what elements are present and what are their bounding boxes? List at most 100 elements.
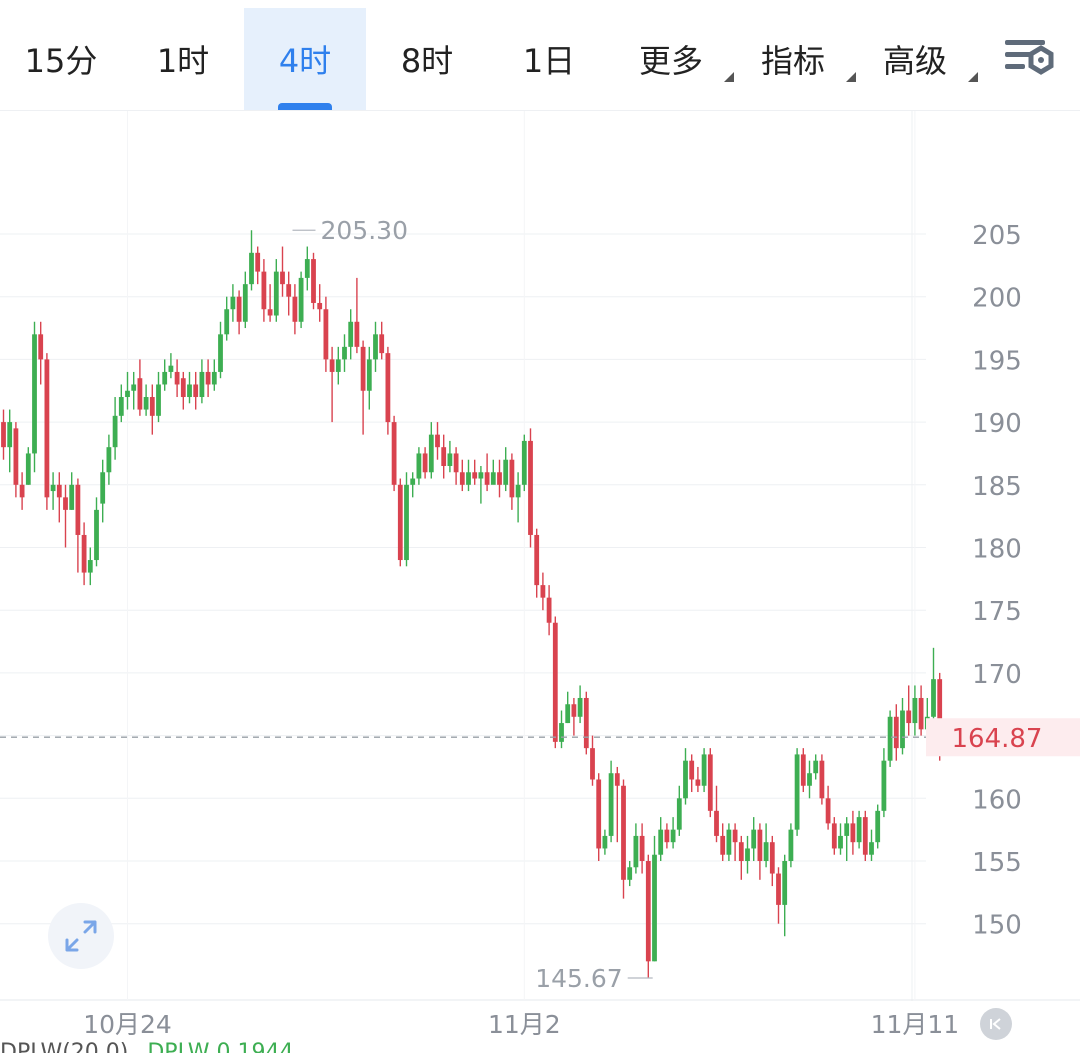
candle-body [565,704,571,724]
candle-body [38,334,44,360]
y-tick-label: 170 [972,660,1022,690]
candle-body [912,697,918,724]
chart-annotations: 164.87 205.30 145.67 [0,216,1080,993]
candle-body [608,773,614,836]
candle-body [329,359,335,372]
candle-body [472,472,478,479]
expand-chart-button[interactable] [48,903,114,969]
dropdown-triangle-icon [724,72,734,82]
candle-body [590,748,595,780]
tab-1[interactable]: 1时 [122,8,244,110]
y-tick-label: 150 [972,911,1022,941]
candle-body [44,359,50,498]
candle-body [317,302,323,310]
candle-body [652,854,657,962]
candle [366,346,372,410]
tab-6[interactable]: 指标 [732,8,856,110]
candle [503,447,509,492]
candle [286,271,292,316]
candle [893,704,899,761]
candle-body [416,453,422,479]
candle [918,685,924,736]
candle [881,748,887,818]
tab-5[interactable]: 更多 [610,8,734,110]
candle [249,230,254,291]
candle-body [763,842,769,861]
candle-body [273,271,279,316]
candle-body [379,334,385,354]
tab-label: 更多 [638,42,703,80]
candle-body [348,321,354,347]
candle-body [385,353,391,423]
candle [714,785,719,843]
tab-label: 1时 [156,42,210,80]
candle-body [211,371,217,385]
candle [137,359,143,416]
candle [81,522,87,586]
jump-to-start-button[interactable] [980,1008,1012,1040]
candle-body [776,873,781,905]
tab-0[interactable]: 15分 [0,8,122,110]
expand-arrows-icon [65,920,97,952]
candle-body [75,484,81,535]
candle-body [391,422,397,485]
candle-body [614,773,620,786]
candle [900,697,905,755]
candle [329,346,335,423]
candle-body [298,277,304,322]
candle-body [658,829,664,855]
candle-body [788,829,794,861]
candle [583,691,589,755]
candle-body [819,760,825,799]
candle [162,359,168,391]
candle-body [137,378,143,410]
tab-7[interactable]: 高级 [854,8,978,110]
candle-body [850,823,856,843]
candle [509,453,515,510]
candle [906,685,912,736]
candle [577,685,583,724]
candle-body [726,829,732,855]
y-tick-label: 190 [972,409,1022,439]
candle [149,384,155,435]
candle-body [143,397,149,410]
tab-4[interactable]: 1日 [488,8,610,110]
candle [218,321,223,379]
candle-body [373,334,378,360]
tab-2[interactable]: 4时 [244,8,366,110]
candle-body [887,716,893,761]
candle [658,817,664,861]
candle-body [831,823,837,849]
candle-body [404,484,409,561]
candle [838,823,843,855]
candle-body [69,484,75,510]
candle-body [280,271,285,285]
candle [63,484,68,548]
candle [490,459,496,485]
candle-body [559,723,564,742]
candle-body [583,697,589,749]
candle-body [478,472,484,479]
candle [342,334,347,372]
candle-body [106,447,112,473]
candle [757,823,763,880]
candle-body [174,371,180,385]
candle-body [187,384,192,398]
tab-3[interactable]: 8时 [366,8,488,110]
candle-body [323,309,329,360]
candle [844,817,850,861]
candle [670,817,676,849]
candle [769,835,775,887]
chart-settings-button[interactable] [1002,36,1056,82]
candle-body [466,472,471,485]
candle [652,835,657,962]
candle [497,459,502,498]
candle-body [689,760,695,780]
candle [38,321,44,385]
candle [602,829,608,855]
tab-label: 15分 [24,42,98,80]
candle [404,472,409,567]
candle [453,447,459,485]
candle-body [707,754,713,811]
candle [187,371,192,404]
